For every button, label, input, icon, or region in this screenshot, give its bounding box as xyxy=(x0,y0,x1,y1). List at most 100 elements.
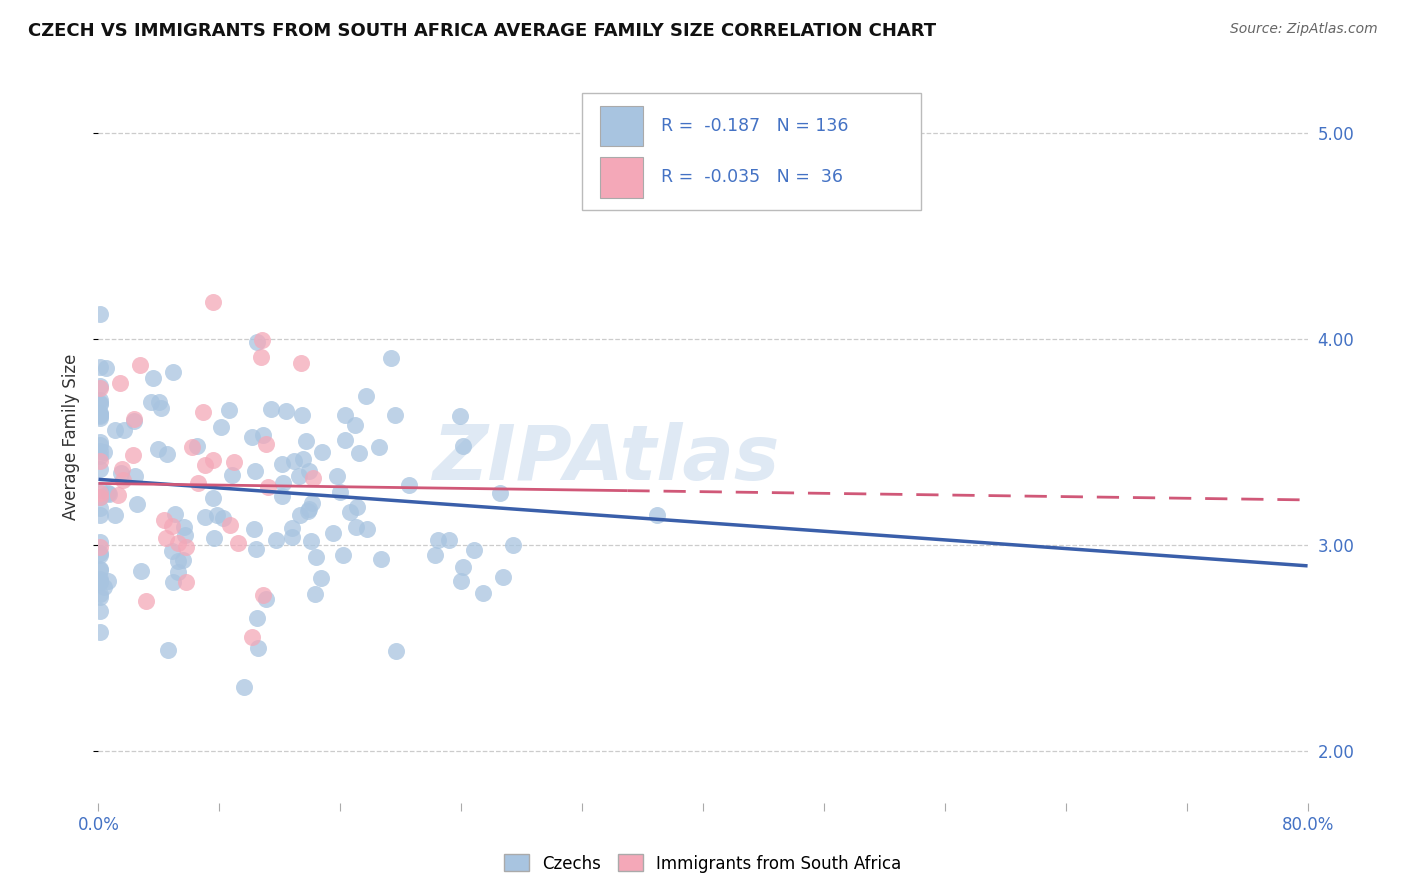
Point xyxy=(89,410,111,425)
Text: R =  -0.187   N = 136: R = -0.187 N = 136 xyxy=(661,117,848,136)
Point xyxy=(142,371,165,385)
Point xyxy=(89,450,111,464)
Point xyxy=(205,508,228,523)
Point xyxy=(173,520,195,534)
Point xyxy=(146,442,169,456)
Point xyxy=(172,552,194,566)
Point xyxy=(89,408,111,422)
Point xyxy=(344,417,367,432)
Point xyxy=(346,500,368,514)
Point xyxy=(156,447,179,461)
Point xyxy=(292,452,315,467)
Point xyxy=(165,507,187,521)
Point xyxy=(129,564,152,578)
Point xyxy=(89,574,111,589)
Point xyxy=(219,518,242,533)
Point xyxy=(305,549,328,564)
Point xyxy=(89,486,111,500)
Point xyxy=(439,533,461,547)
Point xyxy=(233,680,256,694)
Point xyxy=(110,466,132,480)
Point xyxy=(423,548,446,562)
Point xyxy=(89,381,111,395)
Point xyxy=(155,531,177,545)
Text: CZECH VS IMMIGRANTS FROM SOUTH AFRICA AVERAGE FAMILY SIZE CORRELATION CHART: CZECH VS IMMIGRANTS FROM SOUTH AFRICA AV… xyxy=(28,22,936,40)
Point xyxy=(148,395,170,409)
Point xyxy=(471,586,494,600)
Point xyxy=(202,491,225,506)
Point xyxy=(181,441,204,455)
Point xyxy=(97,486,120,500)
Point xyxy=(298,502,321,516)
Point xyxy=(89,508,111,522)
Point xyxy=(250,333,273,347)
Point xyxy=(135,593,157,607)
Point xyxy=(246,640,269,655)
Point xyxy=(260,402,283,417)
Point xyxy=(89,444,111,458)
Point xyxy=(489,486,512,500)
Point xyxy=(335,433,357,447)
Point xyxy=(450,574,472,589)
Point xyxy=(295,434,318,449)
Point xyxy=(492,570,515,584)
Point xyxy=(93,580,115,594)
Point xyxy=(344,520,367,534)
Point xyxy=(186,439,208,453)
Point xyxy=(291,408,314,422)
Point xyxy=(356,389,378,403)
Point xyxy=(107,488,129,502)
Point xyxy=(243,522,266,536)
Point xyxy=(129,358,152,372)
Point xyxy=(347,445,370,459)
Point xyxy=(301,496,323,510)
Point xyxy=(212,511,235,525)
Point xyxy=(240,430,263,444)
Point xyxy=(226,536,249,550)
Point xyxy=(104,508,127,522)
Point xyxy=(385,644,408,658)
Point xyxy=(311,444,333,458)
Point xyxy=(322,526,344,541)
Point xyxy=(270,489,292,503)
Point xyxy=(89,406,111,420)
Point xyxy=(240,630,263,644)
Point xyxy=(174,528,197,542)
Point xyxy=(150,401,173,415)
Point xyxy=(332,549,354,563)
Point xyxy=(121,448,143,462)
Point xyxy=(89,500,111,515)
Point xyxy=(257,480,280,494)
Point xyxy=(245,542,267,557)
Point xyxy=(252,428,274,442)
Legend: Czechs, Immigrants from South Africa: Czechs, Immigrants from South Africa xyxy=(498,847,908,880)
Point xyxy=(309,571,332,585)
Point xyxy=(108,376,131,390)
Point xyxy=(283,454,305,468)
Point xyxy=(160,544,183,558)
Point xyxy=(290,508,312,522)
Text: ZIPAtlas: ZIPAtlas xyxy=(433,422,780,496)
Point xyxy=(124,414,146,428)
Point xyxy=(124,469,146,483)
Point xyxy=(281,530,304,544)
Point xyxy=(356,522,378,536)
FancyBboxPatch shape xyxy=(600,157,643,197)
Point xyxy=(221,468,243,483)
Point xyxy=(89,563,111,577)
Point xyxy=(89,535,111,549)
Point xyxy=(89,392,111,407)
Point xyxy=(89,435,111,450)
Point xyxy=(162,574,184,589)
Point xyxy=(368,440,391,454)
FancyBboxPatch shape xyxy=(600,106,643,146)
Point xyxy=(89,562,111,576)
Point xyxy=(89,462,111,476)
Point xyxy=(89,546,111,560)
Point xyxy=(89,438,111,452)
Point xyxy=(398,478,420,492)
Y-axis label: Average Family Size: Average Family Size xyxy=(62,354,80,520)
Point xyxy=(111,462,134,476)
Point xyxy=(112,423,135,437)
Point xyxy=(298,464,321,478)
